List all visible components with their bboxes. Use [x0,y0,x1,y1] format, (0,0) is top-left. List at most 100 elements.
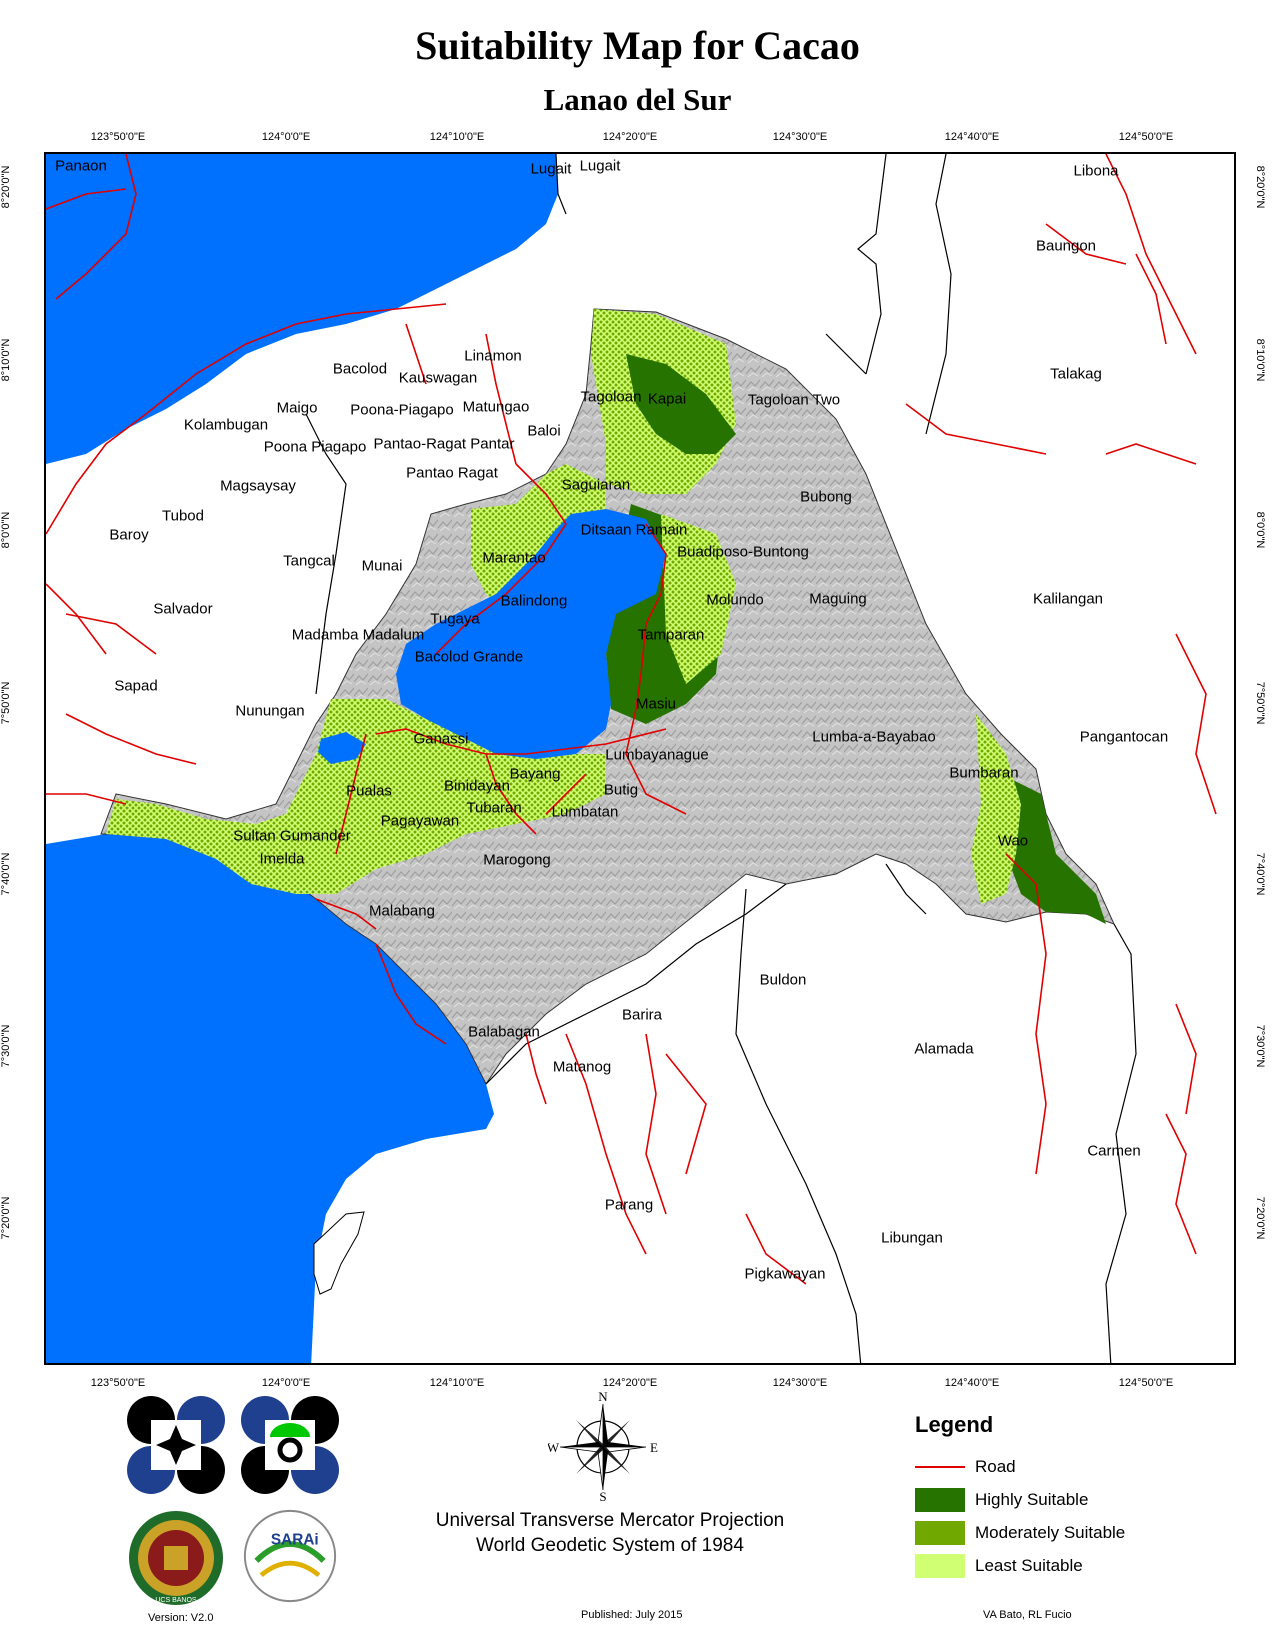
lon-label: 123°50'0"E [90,1377,146,1389]
place-label: Matanog [552,1058,612,1076]
place-label: Kapai [647,390,687,408]
place-label: Pantao-Ragat Pantar [373,435,515,453]
sarai-logo-text: SARAi [271,1531,319,1548]
place-label: Baloi [527,422,561,440]
uplb-seal-logo: UCS BANOS [129,1511,223,1605]
iligan-bay [46,154,558,464]
place-label: Bubong [800,488,852,506]
lon-label: 123°50'0"E [90,131,146,143]
place-label: Lumba-a-Bayabao [812,728,936,746]
legend-label: Least Suitable [975,1555,1083,1575]
place-label: Barira [621,1006,663,1024]
place-label: Tamparan [637,626,705,644]
place-label: Buldon [759,971,807,989]
place-label: Poona Piagapo [263,438,367,456]
lon-label: 124°10'0"E [429,131,485,143]
projection-line-1: Universal Transverse Mercator Projection [435,1510,785,1531]
projection-line-2: World Geodetic System of 1984 [476,1535,744,1556]
compass-south-label: S [599,1489,606,1502]
place-label: Malabang [369,902,435,920]
place-label: Tubod [162,507,204,525]
place-label: Kauswagan [398,369,478,387]
place-label: Sultan Gumander [233,827,351,845]
place-label: Saguiaran [561,476,631,494]
map-frame[interactable]: Panaon Lugait Lugait Libona Baungon Tala… [44,152,1236,1365]
lat-label: 8°0'0"N [1254,511,1266,549]
place-label: Ganassi [413,730,469,748]
lake-lanao [396,509,666,759]
legend-item-highly-suitable: Highly Suitable [915,1483,1215,1516]
lon-label: 124°50'0"E [1118,1377,1174,1389]
place-label: Buadiposo-Buntong [677,543,809,561]
lat-label: 8°10'0"N [0,338,12,382]
place-label: Bacolod [332,360,388,378]
lat-label: 8°0'0"N [0,511,12,549]
place-label: Tagoloan Two [747,391,841,409]
road-line-swatch [915,1465,965,1468]
place-label: Pualas [346,782,392,800]
lon-label: 124°30'0"E [772,131,828,143]
lat-label: 7°40'0"N [0,852,12,896]
zone-moderate-south [106,699,606,894]
place-label: Lugait [579,157,621,175]
place-label: Baroy [109,526,149,544]
sarai-logo: SARAi [243,1509,337,1603]
place-label: Kalilangan [1032,590,1104,608]
place-label: Lumbayanague [605,746,709,764]
map-title: Suitability Map for Cacao [415,23,860,68]
da-logo [127,1396,225,1494]
place-label: Pantao Ragat [406,464,498,482]
place-label: Linamon [464,347,522,365]
published-text: Published: July 2015 [581,1609,683,1621]
place-label: Baungon [1035,237,1097,255]
lon-label: 124°10'0"E [429,1377,485,1389]
lon-label: 124°0'0"E [261,131,311,143]
lat-label: 7°30'0"N [0,1024,12,1068]
place-label: Masiu [635,695,677,713]
place-label: Talakag [1050,365,1102,383]
lon-label: 124°20'0"E [602,131,658,143]
lat-label: 7°50'0"N [1254,681,1266,725]
lat-label: 8°20'0"N [0,165,12,209]
place-label: Carmen [1087,1142,1141,1160]
moro-gulf [46,834,494,1363]
moderately-suitable-swatch [915,1520,965,1545]
place-label: Madamba Madalum [291,626,425,644]
small-lake [318,732,366,764]
place-label: Pangantocan [1079,728,1169,746]
map-subtitle: Lanao del Sur [543,82,732,117]
place-label: Balabagan [468,1023,540,1041]
map-canvas [46,154,1217,1363]
place-label: Maigo [276,399,318,417]
legend-label: Road [975,1456,1016,1476]
place-label: Binidayan [444,777,510,795]
place-label: Balindong [500,592,568,610]
lat-label: 7°50'0"N [0,681,12,725]
place-label: Alamada [914,1040,974,1058]
place-label: Tangcal [283,552,335,570]
place-label: Nunungan [235,702,305,720]
lon-label: 124°20'0"E [602,1377,658,1389]
place-label: Libungan [881,1229,943,1247]
lat-label: 7°20'0"N [1254,1196,1266,1240]
place-label: Pagayawan [380,812,460,830]
place-label: Tubaran [466,799,522,817]
roads [46,154,1217,1285]
legend-item-least-suitable: Least Suitable [915,1549,1215,1582]
compass-north-label: N [598,1392,608,1404]
pcaarrd-logo [241,1396,339,1494]
place-label: Tugaya [430,610,480,628]
zone-moderate-east-lake [661,514,736,684]
lon-label: 124°40'0"E [944,1377,1000,1389]
legend-item-moderately-suitable: Moderately Suitable [915,1516,1215,1549]
place-label: Bumbaran [949,764,1019,782]
place-label: Magsaysay [220,477,296,495]
place-label: Marantao [482,549,546,567]
place-label: Sapad [114,677,158,695]
lat-label: 7°40'0"N [1254,852,1266,896]
legend-label: Moderately Suitable [975,1522,1126,1542]
place-label: Kolambugan [183,416,269,434]
bongo-island [313,1211,365,1295]
place-label: Parang [604,1196,654,1214]
place-label: Molundo [706,591,764,609]
